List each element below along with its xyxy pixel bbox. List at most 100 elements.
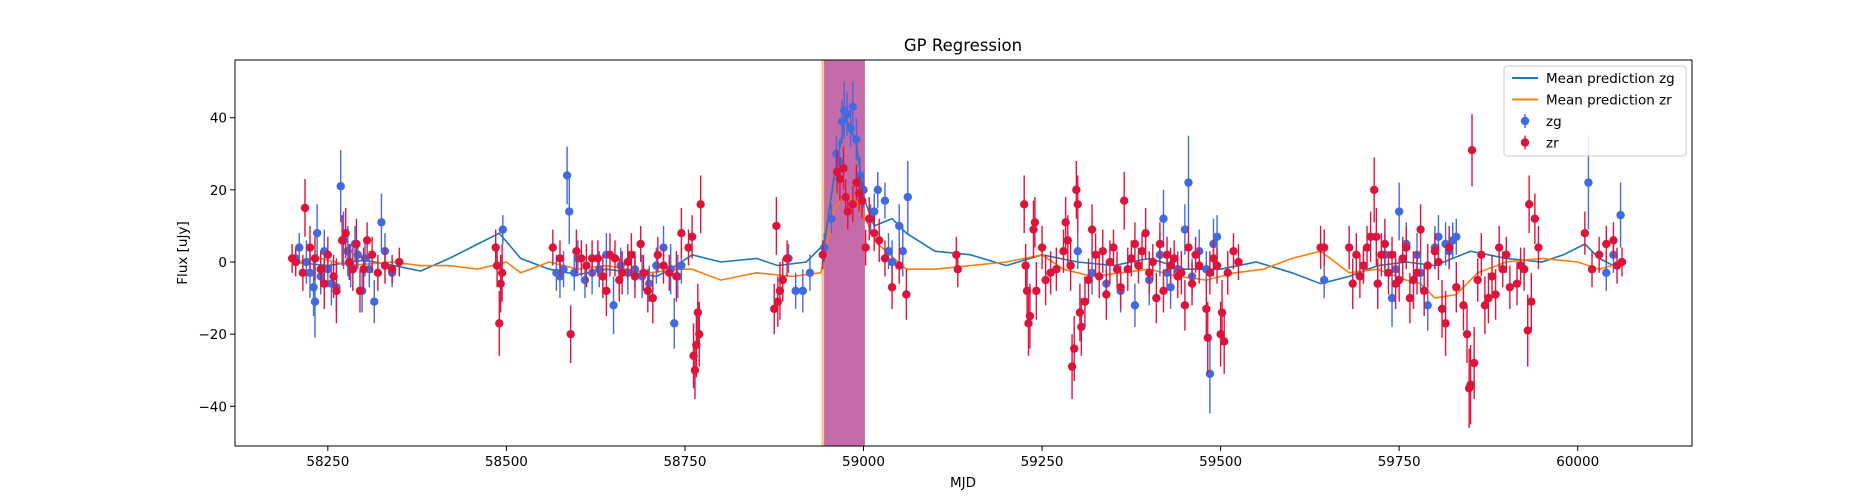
data-point: [310, 297, 320, 306]
data-point: [1587, 265, 1597, 274]
data-point: [1523, 326, 1532, 335]
data-point: [577, 254, 586, 263]
y-axis-label: Flux [uJy]: [175, 221, 191, 284]
data-point: [1162, 250, 1172, 260]
data-point: [1212, 261, 1222, 270]
data-point: [1098, 246, 1107, 256]
data-point: [496, 279, 505, 288]
data-point: [1180, 225, 1190, 234]
data-point: [827, 214, 836, 223]
data-point: [1344, 243, 1354, 252]
data-point: [798, 286, 808, 296]
data-point: [839, 164, 848, 173]
data-point: [341, 228, 350, 238]
data-point: [1359, 261, 1368, 270]
data-point: [670, 319, 679, 328]
data-point: [1487, 272, 1497, 281]
data-point: [1077, 322, 1086, 332]
data-point: [337, 236, 347, 245]
data-point: [832, 167, 842, 177]
data-point: [1063, 236, 1072, 245]
data-point: [1423, 261, 1432, 270]
data-point: [387, 265, 397, 274]
data-point: [852, 135, 861, 144]
data-point: [1352, 250, 1361, 260]
data-point: [610, 254, 620, 263]
data-point: [835, 156, 844, 166]
data-point: [352, 239, 361, 249]
data-point: [873, 185, 882, 195]
data-point: [617, 268, 627, 278]
data-point: [1355, 272, 1365, 281]
data-point: [1498, 265, 1507, 274]
data-point: [305, 243, 315, 252]
errorbar-series-zr: [287, 114, 1627, 428]
data-point: [348, 265, 358, 274]
data-point: [582, 261, 591, 270]
data-point: [1377, 250, 1386, 260]
data-point: [1594, 250, 1604, 260]
data-point: [602, 286, 611, 296]
data-point: [848, 102, 857, 112]
data-point: [1087, 225, 1097, 234]
data-point: [841, 192, 850, 202]
data-point: [689, 351, 698, 361]
data-point: [1362, 243, 1372, 252]
data-point: [1229, 246, 1238, 256]
data-point: [1091, 250, 1100, 260]
data-point: [1021, 261, 1030, 270]
data-point: [837, 117, 847, 126]
data-point: [684, 243, 693, 252]
data-point: [653, 250, 663, 260]
data-point: [1073, 246, 1082, 256]
x-tick-label: 59500: [1199, 454, 1242, 470]
data-point: [1070, 344, 1079, 353]
data-point: [1430, 246, 1440, 256]
data-point: [355, 286, 365, 296]
data-point: [895, 221, 904, 231]
data-point: [565, 207, 574, 216]
data-point: [870, 228, 879, 238]
axis-ticks: 58250 58500 58750 59000 59250 59500 59750 60000…: [199, 111, 1600, 470]
data-point: [1084, 275, 1093, 285]
data-point: [952, 250, 961, 260]
data-point: [1205, 369, 1215, 379]
x-tick-label: 60000: [1556, 454, 1599, 470]
data-point: [1191, 250, 1200, 260]
data-point: [791, 286, 800, 296]
plot-series: [287, 81, 1627, 428]
data-point: [1380, 239, 1390, 249]
data-point: [1527, 297, 1536, 306]
data-point: [773, 297, 783, 306]
data-point: [320, 279, 329, 288]
data-point: [855, 171, 865, 180]
data-point: [898, 246, 907, 256]
data-point: [805, 268, 815, 278]
data-point: [593, 254, 603, 263]
data-point: [855, 189, 864, 198]
legend-label: Mean prediction zg: [1546, 71, 1675, 87]
x-tick-label: 58250: [306, 454, 349, 470]
data-point: [300, 203, 310, 213]
data-point: [1369, 185, 1379, 195]
x-tick-label: 58750: [663, 454, 706, 470]
data-point: [690, 366, 700, 375]
data-point: [291, 257, 300, 267]
plot-frame: [234, 59, 1693, 447]
data-point: [332, 286, 341, 296]
data-point: [1166, 283, 1175, 292]
data-point: [1194, 261, 1204, 270]
legend-box: [1503, 65, 1687, 157]
data-point: [1073, 200, 1082, 209]
data-point: [677, 228, 686, 238]
data-point: [818, 250, 827, 260]
data-point: [843, 207, 852, 216]
data-point: [1130, 239, 1140, 249]
data-point: [1102, 290, 1111, 299]
data-point: [1130, 301, 1140, 310]
data-point: [782, 254, 792, 263]
data-point: [1052, 265, 1061, 274]
data-point: [1066, 261, 1075, 270]
data-point: [820, 243, 829, 252]
